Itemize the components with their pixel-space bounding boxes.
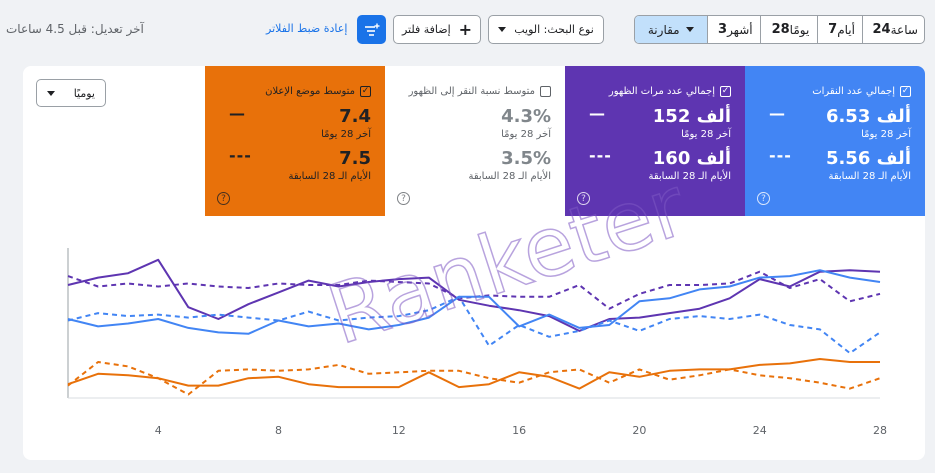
add-filter-label: إضافة فلتر bbox=[401, 23, 451, 36]
plus-icon: + bbox=[458, 19, 473, 39]
caret-down-icon bbox=[498, 27, 507, 32]
reset-filters-link[interactable]: إعادة ضبط الفلاتر bbox=[266, 22, 348, 35]
caret-down-icon bbox=[47, 90, 55, 96]
dashed-line-legend: --- bbox=[769, 146, 792, 165]
range-7-days[interactable]: 7 أيام bbox=[816, 16, 863, 43]
metric-current-value: 6.53 ألف bbox=[825, 106, 911, 127]
compare-label: مقارنة bbox=[647, 22, 680, 37]
x-tick-label: 12 bbox=[392, 424, 406, 437]
x-tick-label: 20 bbox=[632, 424, 646, 437]
metric-previous-value: 7.5 bbox=[339, 148, 371, 169]
solid-line-legend: — bbox=[229, 104, 246, 123]
range-28-days[interactable]: 28 يومًا bbox=[760, 16, 817, 43]
metric-previous-period: الأيام الـ 28 السابقة bbox=[468, 171, 551, 182]
metric-header: إجمالي عدد النقرات ✓ bbox=[812, 86, 911, 97]
dashed-line-legend: --- bbox=[589, 146, 612, 165]
series-line-clicks-current bbox=[67, 269, 881, 335]
metric-previous-period: الأيام الـ 28 السابقة bbox=[648, 171, 731, 182]
performance-line-chart: 4 8 12 16 20 24 28 bbox=[67, 248, 887, 437]
metric-current-period: آخر 28 يومًا bbox=[861, 129, 911, 140]
checkbox-icon[interactable]: ✓ bbox=[360, 86, 371, 97]
range-unit: ساعة bbox=[890, 22, 918, 37]
help-icon[interactable]: ? bbox=[397, 192, 410, 205]
x-tick-label: 28 bbox=[873, 424, 887, 437]
metric-previous-value: 3.5% bbox=[501, 148, 551, 169]
help-icon[interactable]: ? bbox=[217, 192, 230, 205]
metrics-row: إجمالي عدد النقرات ✓ 6.53 ألف آخر 28 يوم… bbox=[23, 66, 925, 218]
checkbox-icon[interactable]: ✓ bbox=[720, 86, 731, 97]
metric-header: متوسط موضع الإعلان ✓ bbox=[265, 86, 371, 97]
metric-current-value: 152 ألف bbox=[652, 106, 731, 127]
x-tick-label: 4 bbox=[155, 424, 162, 437]
add-filter-button[interactable]: إضافة فلتر + bbox=[393, 15, 481, 44]
metric-label: متوسط موضع الإعلان bbox=[265, 86, 355, 97]
metric-header: متوسط نسبة النقر إلى الظهور bbox=[409, 86, 551, 97]
dashed-line-legend: --- bbox=[229, 146, 252, 165]
range-number: 28 bbox=[771, 22, 790, 37]
metric-card-impressions[interactable]: إجمالي عدد مرات الظهور ✓ 152 ألف آخر 28 … bbox=[565, 66, 745, 216]
x-tick-label: 8 bbox=[275, 424, 282, 437]
metric-current-value: 4.3% bbox=[501, 106, 551, 127]
help-icon[interactable]: ? bbox=[577, 192, 590, 205]
last-updated-text: آخر تعديل: قبل 4.5 ساعات bbox=[6, 22, 144, 36]
series-line-clicks-previous bbox=[67, 295, 881, 355]
metric-previous-period: الأيام الـ 28 السابقة bbox=[288, 171, 371, 182]
solid-line-legend: — bbox=[769, 104, 786, 123]
series-line-position-current bbox=[67, 358, 880, 390]
compare-dropdown[interactable]: مقارنة bbox=[635, 16, 707, 43]
caret-down-icon bbox=[685, 27, 694, 32]
range-unit: أيام bbox=[837, 22, 855, 37]
metric-label: إجمالي عدد مرات الظهور bbox=[608, 86, 715, 97]
metric-previous-value: 160 ألف bbox=[652, 148, 731, 169]
granularity-label: يوميًا bbox=[73, 86, 95, 100]
search-type-label: نوع البحث: الويب bbox=[514, 23, 594, 36]
range-unit: أشهر bbox=[727, 22, 753, 37]
range-number: 24 bbox=[872, 22, 891, 37]
filter-add-icon bbox=[364, 23, 379, 36]
metric-current-period: آخر 28 يومًا bbox=[681, 129, 731, 140]
metric-label: إجمالي عدد النقرات bbox=[812, 86, 895, 97]
filter-settings-button[interactable] bbox=[357, 15, 386, 44]
metric-previous-value: 5.56 ألف bbox=[825, 148, 911, 169]
metric-current-value: 7.4 bbox=[339, 106, 371, 127]
granularity-dropdown[interactable]: يوميًا bbox=[36, 79, 106, 107]
x-tick-label: 16 bbox=[512, 424, 526, 437]
metric-label: متوسط نسبة النقر إلى الظهور bbox=[408, 86, 535, 97]
help-icon[interactable]: ? bbox=[757, 192, 770, 205]
x-tick-label: 24 bbox=[753, 424, 767, 437]
range-unit: يومًا bbox=[789, 22, 810, 37]
metric-card-position[interactable]: متوسط موضع الإعلان ✓ 7.4 آخر 28 يومًا 7.… bbox=[205, 66, 385, 216]
metric-header: إجمالي عدد مرات الظهور ✓ bbox=[609, 86, 731, 97]
search-type-dropdown[interactable]: نوع البحث: الويب bbox=[488, 15, 604, 44]
checkbox-icon[interactable]: ✓ bbox=[900, 86, 911, 97]
checkbox-empty-icon[interactable] bbox=[540, 86, 551, 97]
performance-card: إجمالي عدد النقرات ✓ 6.53 ألف آخر 28 يوم… bbox=[23, 66, 925, 460]
range-number: 7 bbox=[828, 22, 838, 37]
metric-current-period: آخر 28 يومًا bbox=[501, 129, 551, 140]
metric-current-period: آخر 28 يومًا bbox=[321, 129, 371, 140]
range-3-months[interactable]: 3 أشهر bbox=[706, 16, 761, 43]
series-line-position-previous bbox=[67, 361, 881, 396]
metric-card-clicks[interactable]: إجمالي عدد النقرات ✓ 6.53 ألف آخر 28 يوم… bbox=[745, 66, 925, 216]
metric-card-ctr[interactable]: متوسط نسبة النقر إلى الظهور 4.3% آخر 28 … bbox=[385, 66, 565, 216]
range-number: 3 bbox=[718, 22, 728, 37]
solid-line-legend: — bbox=[589, 104, 606, 123]
top-toolbar: 24 ساعة 7 أيام 28 يومًا 3 أشهر مقارنة نوع ال… bbox=[0, 0, 935, 58]
series-line-impressions-current bbox=[67, 258, 881, 332]
metric-previous-period: الأيام الـ 28 السابقة bbox=[828, 171, 911, 182]
range-24-hours[interactable]: 24 ساعة bbox=[862, 16, 924, 43]
series-line-impressions-previous bbox=[67, 270, 881, 310]
time-range-selector: 24 ساعة 7 أيام 28 يومًا 3 أشهر مقارنة bbox=[634, 15, 925, 44]
